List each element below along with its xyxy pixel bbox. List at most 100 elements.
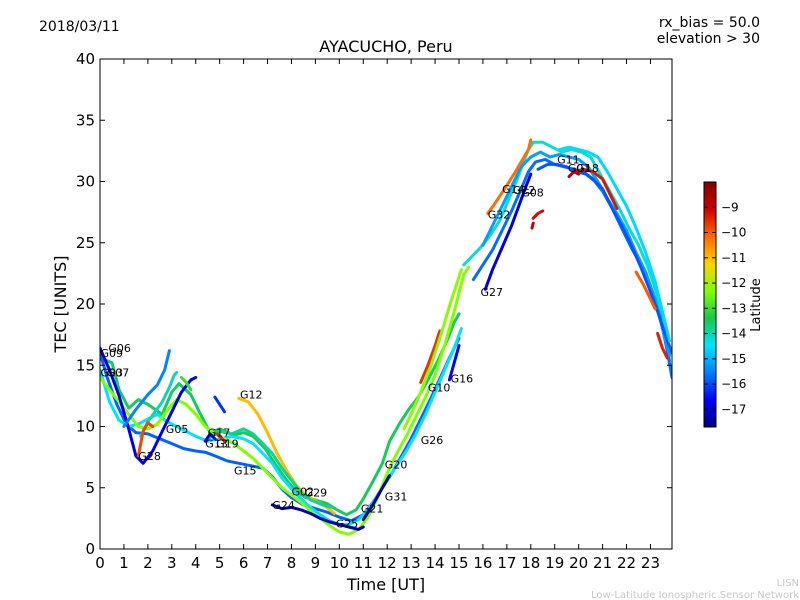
tec-series-line — [483, 172, 533, 291]
colorbar-tick-label: −16 — [721, 377, 746, 391]
tec-series-line — [136, 421, 155, 458]
satellite-label: G27 — [481, 286, 504, 299]
tec-series-line — [100, 312, 461, 517]
chart-title: AYACUCHO, Peru — [319, 37, 452, 56]
satellite-label: G03 — [101, 367, 124, 380]
network-name: Low-Latitude Ionospheric Sensor Network — [591, 590, 799, 600]
satellite-label: G32 — [488, 209, 511, 222]
lisn-brand: LISN — [777, 578, 799, 589]
tec-series-line — [361, 474, 392, 522]
satellite-label: G11 — [557, 153, 580, 166]
satellite-label: G18 — [576, 162, 599, 175]
x-tick-label: 20 — [569, 554, 588, 572]
satellite-label: G13 — [205, 438, 228, 451]
satellite-label: G19 — [216, 438, 239, 451]
tec-series-line — [567, 170, 581, 179]
y-tick-label: 15 — [76, 356, 95, 374]
satellite-label: G08 — [521, 187, 544, 200]
y-tick-label: 20 — [76, 295, 95, 313]
x-tick-label: 7 — [263, 554, 273, 572]
tec-series-line — [215, 432, 226, 443]
tec-series-line — [213, 395, 226, 414]
colorbar-ticks: −9 −10 −11 −12 −13 −14 −15 −16 −17 — [704, 200, 746, 416]
y-axis-label: TEC [UNITS] — [51, 256, 70, 354]
tec-series-line — [179, 376, 193, 392]
tec-series-line — [122, 349, 171, 428]
x-tick-label: 3 — [167, 554, 177, 572]
y-tick-label: 30 — [76, 173, 95, 191]
tec-series-line — [486, 138, 533, 215]
colorbar-tick-label: −17 — [721, 402, 746, 416]
satellite-label: G24 — [272, 499, 295, 512]
x-tick-label: 1 — [119, 554, 129, 572]
colorbar-tick-label: −12 — [721, 276, 746, 290]
satellite-label: G12 — [240, 389, 263, 402]
date-label: 2018/03/11 — [39, 19, 120, 35]
x-axis-label: Time [UT] — [346, 575, 425, 594]
tec-series-line — [100, 265, 471, 536]
x-tick-label: 12 — [378, 554, 397, 572]
tec-series-line — [206, 427, 334, 509]
tec-series-line — [447, 344, 461, 382]
y-tick-label: 0 — [85, 540, 95, 558]
tec-series-line — [100, 327, 463, 526]
x-tick-label: 8 — [287, 554, 297, 572]
x-tick-label: 0 — [95, 554, 105, 572]
tec-series-line — [536, 162, 672, 355]
x-tick-label: 16 — [473, 554, 492, 572]
rx-bias-label: rx_bias = 50.0 — [659, 15, 760, 31]
tec-series-line — [481, 150, 672, 357]
satellite-label: G14 — [502, 183, 525, 196]
satellite-label: G21 — [361, 503, 384, 516]
colorbar-label: Latitude — [749, 278, 764, 332]
x-tick-label: 22 — [617, 554, 636, 572]
x-tick-label: 19 — [545, 554, 564, 572]
x-axis: 0 1 2 3 4 5 6 7 8 9 10 11 12 13 14 15 16 17 18 19 20 21 22 23 — [95, 59, 660, 572]
colorbar-tick-label: −10 — [721, 226, 746, 240]
x-tick-label: 5 — [215, 554, 225, 572]
y-tick-label: 10 — [76, 418, 95, 436]
tec-series-line — [572, 167, 619, 210]
satellite-label: G02 — [292, 485, 315, 498]
satellite-label: G07 — [107, 367, 130, 380]
satellite-label: G26 — [421, 434, 444, 447]
x-tick-label: 14 — [426, 554, 445, 572]
tec-series-line — [531, 209, 545, 220]
x-tick-label: 9 — [311, 554, 321, 572]
x-tick-label: 6 — [239, 554, 249, 572]
colorbar-tick-label: −11 — [721, 251, 746, 265]
tec-series-line — [656, 331, 669, 360]
x-tick-label: 2 — [143, 554, 153, 572]
tec-series-line — [100, 346, 198, 465]
tec-series-line — [270, 503, 365, 531]
x-tick-label: 21 — [593, 554, 612, 572]
colorbar — [703, 181, 717, 428]
satellite-label: G22 — [513, 184, 536, 197]
satellite-label: G01 — [568, 162, 591, 175]
tec-series-line — [530, 221, 535, 230]
satellite-label: G15 — [234, 465, 257, 478]
y-tick-label: 35 — [76, 111, 95, 129]
satellite-label: G31 — [385, 490, 408, 503]
tec-series-line — [634, 270, 657, 311]
x-tick-label: 17 — [497, 554, 516, 572]
x-tick-label: 11 — [354, 554, 373, 572]
y-tick-label: 40 — [76, 50, 95, 68]
tec-series-line — [462, 140, 672, 362]
satellite-label: G20 — [385, 459, 408, 472]
series-layer — [100, 138, 672, 536]
satellite-label: G29 — [305, 487, 328, 500]
x-tick-label: 10 — [330, 554, 349, 572]
colorbar-tick-label: −13 — [721, 301, 746, 315]
colorbar-tick-label: −15 — [721, 352, 746, 366]
tec-series-line — [402, 268, 463, 431]
y-tick-label: 5 — [85, 479, 95, 497]
elevation-label: elevation > 30 — [657, 31, 760, 47]
x-tick-label: 23 — [641, 554, 660, 572]
colorbar-tick-label: −9 — [721, 200, 739, 214]
satellite-label: G06 — [108, 342, 131, 355]
satellite-label: G09 — [101, 347, 124, 360]
